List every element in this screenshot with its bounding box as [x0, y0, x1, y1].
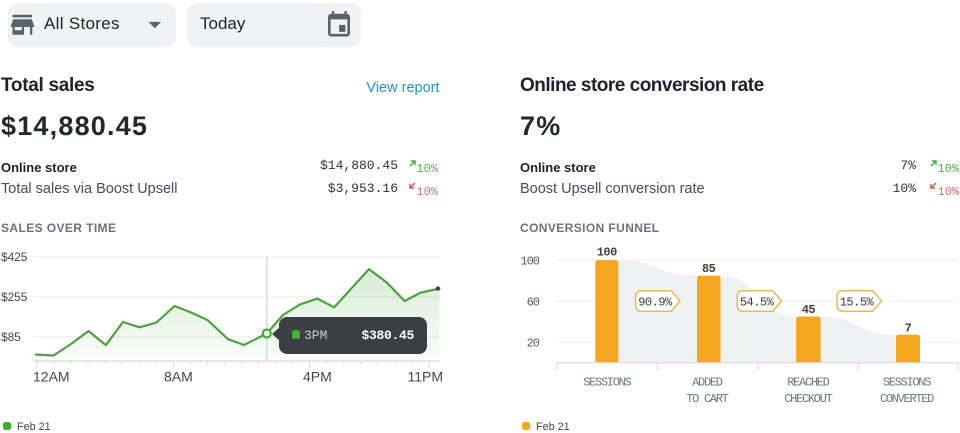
svg-text:SESSIONS: SESSIONS [583, 376, 631, 390]
svg-text:90.9%: 90.9% [638, 296, 673, 310]
svg-text:45: 45 [802, 303, 816, 317]
svg-text:4PM: 4PM [303, 369, 332, 385]
svg-text:$255: $255 [1, 290, 28, 304]
svg-text:REACHED: REACHED [787, 376, 829, 390]
svg-text:15.5%: 15.5% [840, 296, 875, 310]
svg-text:100: 100 [597, 246, 617, 260]
svg-text:100: 100 [520, 254, 539, 268]
svg-text:$425: $425 [1, 250, 28, 264]
svg-text:8AM: 8AM [164, 369, 193, 385]
svg-text:11PM: 11PM [408, 369, 444, 385]
svg-text:12AM: 12AM [33, 369, 70, 385]
svg-text:ADDED: ADDED [692, 376, 723, 390]
svg-text:60: 60 [527, 295, 540, 309]
svg-text:7: 7 [905, 321, 912, 335]
svg-text:SESSIONS: SESSIONS [883, 376, 931, 390]
svg-text:20: 20 [527, 336, 540, 350]
svg-text:CONVERTED: CONVERTED [880, 392, 934, 406]
svg-text:54.5%: 54.5% [740, 296, 775, 310]
svg-text:85: 85 [702, 262, 716, 276]
svg-text:TO CART: TO CART [686, 392, 728, 406]
svg-text:CHECKOUT: CHECKOUT [784, 392, 832, 406]
svg-text:$85: $85 [1, 330, 21, 344]
